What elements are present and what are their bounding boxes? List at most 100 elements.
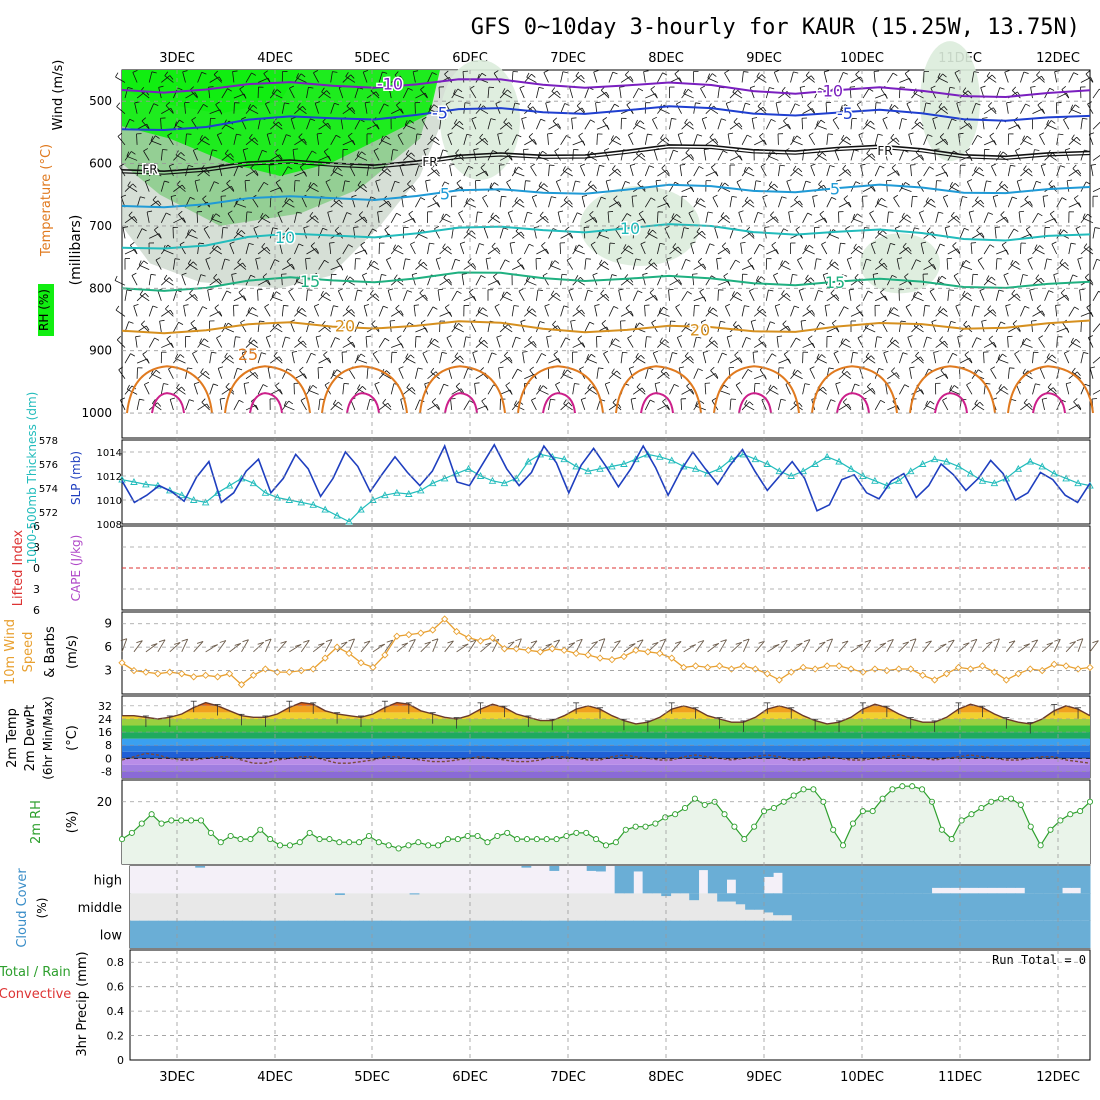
rh-2m-point bbox=[148, 811, 155, 818]
wind-barb-flag bbox=[1082, 213, 1086, 219]
wind-barb-flag bbox=[170, 309, 174, 315]
wind-barb bbox=[704, 383, 707, 395]
wind-barb-flag bbox=[531, 397, 537, 401]
wind-barb-flag bbox=[823, 272, 829, 276]
wind-barb-flag bbox=[327, 357, 332, 363]
wind-10m-barb-flag bbox=[363, 640, 371, 644]
cloud-bar-low bbox=[493, 920, 504, 948]
wind-barb bbox=[366, 293, 376, 302]
wind-barb bbox=[644, 165, 650, 177]
day-label-bottom: 4DEC bbox=[257, 1070, 293, 1085]
wind-10m-barb-flag bbox=[742, 638, 750, 642]
wind-barb-flag bbox=[624, 70, 630, 76]
wind-barb bbox=[965, 151, 973, 161]
wind-barb-flag bbox=[413, 70, 419, 73]
wind-barb bbox=[794, 199, 803, 208]
wind-barb bbox=[947, 289, 950, 301]
wind-barb-flag bbox=[327, 210, 333, 213]
wind-barb-flag bbox=[709, 133, 714, 138]
wind-barb bbox=[502, 325, 513, 333]
wind-barb bbox=[896, 258, 900, 270]
wind-barb-flag bbox=[555, 292, 561, 297]
wind-10m-barb bbox=[1029, 639, 1039, 653]
wind-barb bbox=[475, 137, 485, 146]
wind-barb-flag bbox=[652, 229, 657, 234]
wind-barb-flag bbox=[1047, 383, 1052, 388]
temp-tick-label: 16 bbox=[98, 726, 112, 739]
wind-barb bbox=[451, 290, 458, 301]
wind-barb bbox=[705, 73, 713, 83]
wind-10m-barb-flag bbox=[341, 641, 348, 645]
wind-barb bbox=[741, 369, 749, 379]
precip-tick-label: 0.4 bbox=[107, 1005, 125, 1018]
rh-2m-point bbox=[1047, 826, 1054, 833]
wind-barb bbox=[419, 292, 428, 302]
wind-barb-flag bbox=[684, 118, 688, 124]
cloud-bar-middle bbox=[791, 893, 802, 921]
cloud-bar-low bbox=[484, 920, 494, 948]
wind-barb bbox=[584, 386, 593, 395]
wind-barb-flag bbox=[1087, 101, 1093, 105]
wind-barb bbox=[668, 289, 670, 301]
cloud-bar-low bbox=[167, 920, 178, 948]
wind-barb bbox=[596, 367, 599, 379]
cloud-bar-high bbox=[950, 866, 961, 888]
wind-barb-flag bbox=[151, 71, 157, 74]
wind-barb-flag bbox=[150, 273, 156, 276]
wind-10m-barb-flag bbox=[386, 639, 393, 643]
wind-10m-barb bbox=[372, 643, 385, 653]
wind-10m-point bbox=[668, 654, 676, 662]
wind-barb-flag bbox=[941, 275, 947, 280]
wind-barb-flag bbox=[1011, 398, 1017, 402]
wind-barb-flag bbox=[774, 70, 780, 73]
upper-tick-label: 900 bbox=[89, 344, 112, 358]
wind-barb-flag bbox=[673, 149, 679, 153]
wind-barb bbox=[151, 373, 162, 380]
wind-barb-flag bbox=[991, 163, 997, 167]
wind-barb bbox=[992, 196, 997, 208]
wind-barb bbox=[901, 187, 912, 193]
wind-barb-flag bbox=[144, 293, 149, 298]
wind-barb bbox=[417, 233, 428, 239]
wind-10m-barb-flag bbox=[735, 641, 742, 645]
wind-barb bbox=[966, 384, 973, 395]
wind-barb-flag bbox=[225, 382, 230, 388]
wind-barb-flag bbox=[420, 197, 426, 201]
cloud-bar-low bbox=[903, 920, 914, 948]
wind-barb-flag bbox=[394, 180, 400, 184]
wind-barb bbox=[124, 87, 129, 99]
wind-10m-barb bbox=[862, 639, 872, 653]
wind-barb-flag bbox=[123, 226, 129, 228]
wind-barb bbox=[1018, 211, 1021, 223]
wind-barb-flag bbox=[423, 261, 428, 267]
wind-barb bbox=[908, 134, 912, 145]
isotherm-25 bbox=[909, 365, 996, 414]
wind-barb bbox=[439, 311, 450, 317]
wind-barb bbox=[635, 124, 646, 130]
wind-barb-flag bbox=[179, 241, 185, 245]
wind-barb bbox=[784, 150, 791, 161]
wind-barb bbox=[261, 246, 271, 255]
wind-barb-flag bbox=[999, 87, 1005, 90]
wind-barb bbox=[140, 90, 150, 99]
wind-barb bbox=[269, 227, 274, 239]
wind-barb bbox=[571, 118, 574, 130]
wind-barb bbox=[987, 309, 997, 317]
wind-barb-flag bbox=[895, 137, 900, 143]
wind-barb bbox=[922, 274, 924, 286]
wind-barb-flag bbox=[659, 337, 663, 343]
wind-barb-flag bbox=[672, 352, 678, 355]
wind-barb-flag bbox=[265, 101, 271, 105]
wind-barb-flag bbox=[613, 195, 618, 200]
wind-barb-flag bbox=[357, 289, 363, 292]
isotherm-25 bbox=[615, 365, 702, 414]
wind-barb-flag bbox=[575, 180, 581, 183]
wind-barb-flag bbox=[400, 310, 404, 316]
wind-barb bbox=[380, 140, 392, 146]
wind-barb-flag bbox=[513, 167, 517, 173]
wind-barb bbox=[124, 216, 135, 224]
wind-barb bbox=[780, 264, 791, 270]
wind-barb bbox=[164, 75, 174, 83]
wind-barb bbox=[509, 243, 513, 255]
wind-barb bbox=[427, 243, 430, 255]
